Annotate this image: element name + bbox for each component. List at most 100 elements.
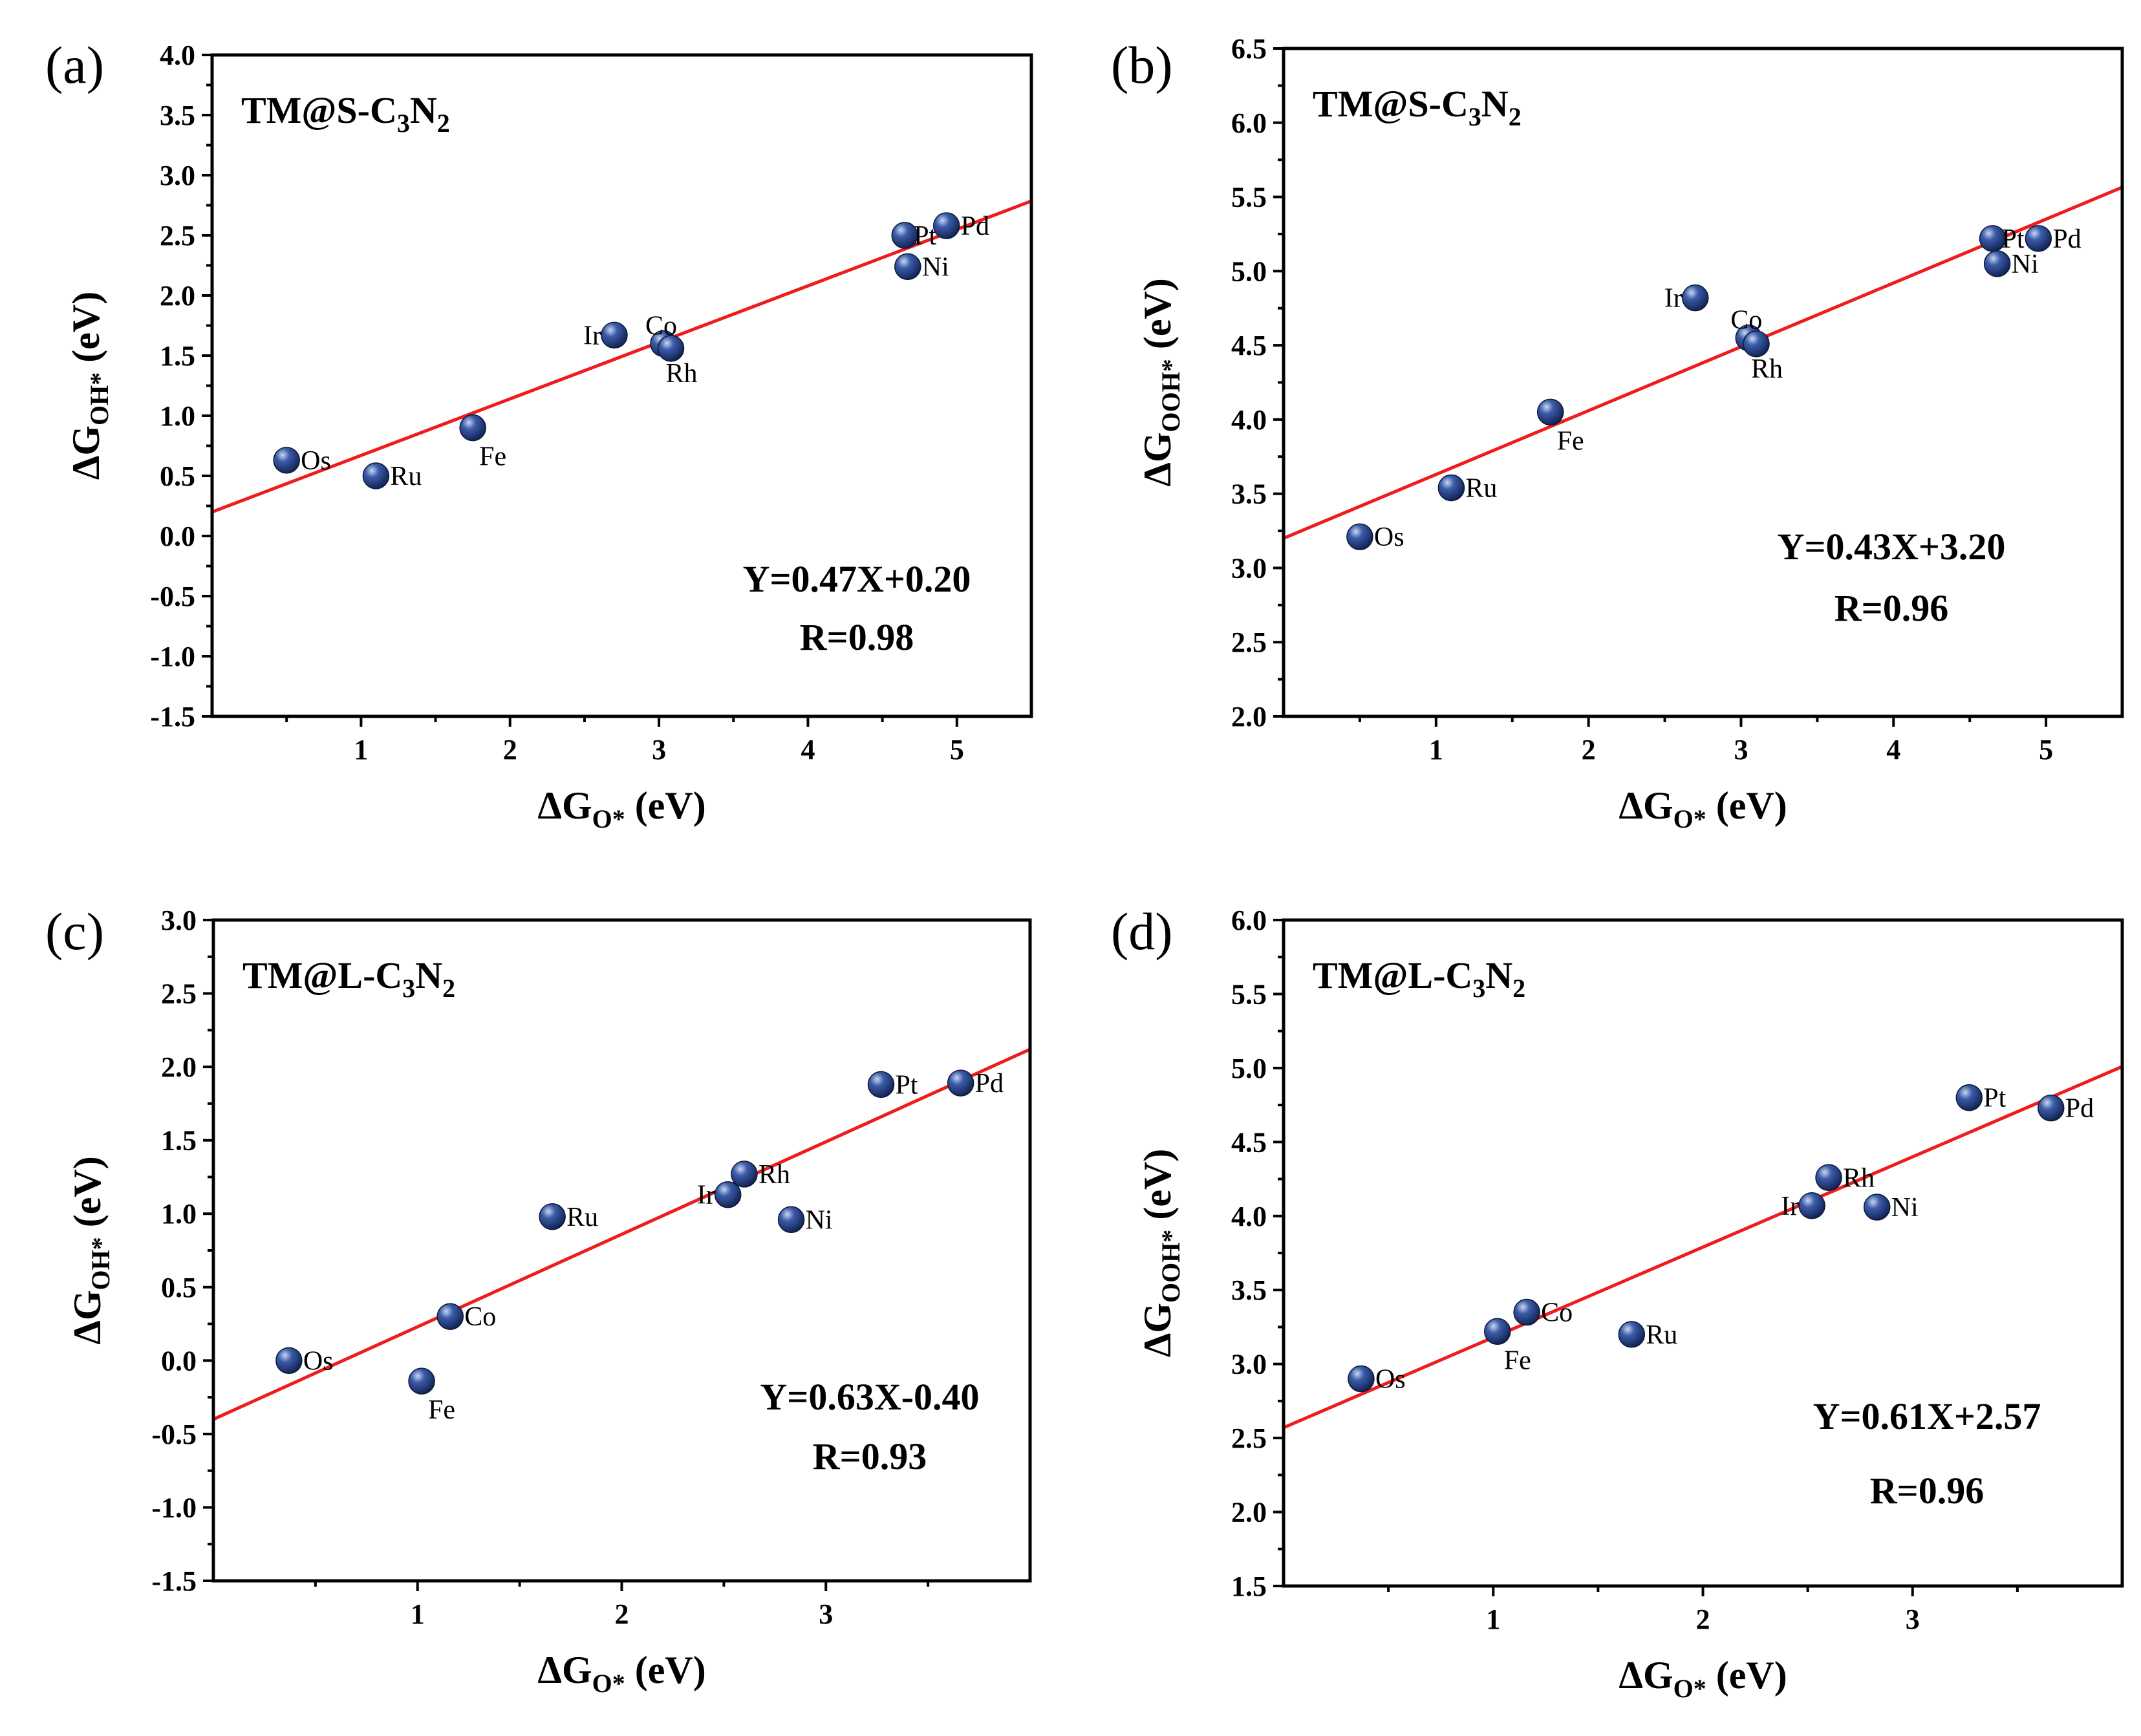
y-axis-label: ΔGOH* (eV) [65,292,114,480]
system-label: TM@L-C3N2 [1313,954,1525,1003]
x-tick-label: 3 [1906,1603,1920,1635]
data-point-os [1346,523,1373,550]
point-label-pt: Pt [1983,1084,2006,1113]
point-label-pd: Pd [2052,224,2081,254]
point-label-pt: Pt [896,1070,918,1100]
panel-d: 1.5 2.0 2.5 3.0 3.5 4.0 4.5 5.0 5.5 6.0 1 2 3 ΔGO* (e… [1111,902,2124,1703]
y-tick-label: 3.5 [160,100,195,131]
x-axis-label: ΔGO* (eV) [1619,1654,1787,1703]
data-point-pd [947,1069,974,1097]
data-point-os [273,447,300,474]
y-tick-label: 4.5 [1231,330,1267,361]
y-tick-label: 6.0 [1231,905,1267,936]
panel-a: -1.5 -1.0 -0.5 0.0 0.5 1.0 1.5 2.0 2.5 3.0 3.5 4.0 1… [45,36,1033,833]
y-tick-label: 1.0 [160,400,195,432]
panel-c: -1.5 -1.0 -0.5 0.0 0.5 1.0 1.5 2.0 2.5 3.0 1 2 3 ΔGO*… [45,902,1032,1698]
point-label-ir: Ir [1781,1192,1799,1221]
data-point-fe [1483,1318,1511,1345]
data-point-os [1348,1365,1375,1393]
fit-equation: Y=0.61X+2.57 [1813,1395,2041,1437]
x-tick-label: 1 [411,1598,425,1630]
data-point-rh [1743,330,1770,358]
point-label-ni: Ni [1891,1193,1919,1223]
data-point-ru [1437,474,1465,502]
x-tick-label: 2 [1582,734,1596,766]
plot-frame [211,918,1032,1583]
x-tick-label: 3 [1734,734,1748,766]
x-tick-label: 1 [1486,1603,1500,1635]
y-tick-label: -1.5 [151,1565,197,1597]
point-label-pd: Pd [975,1069,1004,1098]
panel-b: 2.0 2.5 3.0 3.5 4.0 4.5 5.0 5.5 6.0 6.5 1 2 3 4 5 ΔGO* … [1111,33,2124,833]
data-point-fe [1536,398,1564,426]
data-point-co [1513,1298,1540,1326]
y-tick-label: 5.0 [1231,1053,1267,1084]
data-point-fe [408,1367,435,1395]
x-axis-label: ΔGO* (eV) [537,784,705,833]
data-point-pt [867,1071,895,1098]
plot-frame [1282,918,2124,1588]
fit-equation: Y=0.43X+3.20 [1778,526,2006,568]
y-axis-label: ΔGOH* (eV) [66,1156,115,1344]
y-tick-label: 3.0 [1231,552,1267,584]
data-point-os [275,1347,303,1375]
y-tick-label: 3.0 [161,905,197,936]
data-point-ir [1681,284,1709,312]
point-label-os: Os [1375,1365,1406,1395]
y-tick-label: 6.5 [1231,33,1267,65]
data-point-pt [1955,1084,1983,1111]
data-point-ir [714,1181,742,1208]
fit-r-value: R=0.96 [1834,587,1948,629]
x-axis-label: ΔGO* (eV) [537,1649,705,1698]
system-label: TM@L-C3N2 [242,954,455,1003]
x-tick-label: 2 [615,1598,629,1630]
data-point-ni [777,1206,805,1234]
point-label-fe: Fe [479,442,506,472]
data-point-ir [1798,1192,1825,1219]
data-point-fe [459,414,486,442]
point-label-ir: Ir [583,321,601,350]
y-tick-label: -0.5 [150,581,195,612]
data-point-co [436,1303,464,1330]
y-tick-label: 4.0 [1231,1201,1267,1232]
y-tick-label: -1.0 [150,641,195,672]
y-tick-label: 5.5 [1231,978,1267,1010]
point-label-os: Os [301,446,331,476]
y-tick-label: 0.0 [161,1345,197,1377]
x-tick-label: 3 [819,1598,833,1630]
fit-equation: Y=0.47X+0.20 [743,558,971,600]
data-point-ru [539,1203,566,1230]
plot-frame [1282,47,2124,718]
data-point-ir [601,321,628,349]
x-tick-label: 5 [2039,734,2053,766]
point-label-ru: Ru [1465,473,1497,503]
fit-equation: Y=0.63X-0.40 [760,1376,979,1418]
y-axis-label: ΔGOOH* (eV) [1136,278,1185,487]
point-label-co: Co [464,1302,496,1332]
y-tick-label: 2.0 [1231,1497,1267,1528]
y-tick-label: 0.5 [160,460,195,492]
x-tick-label: 5 [950,734,964,766]
x-tick-label: 1 [354,734,368,766]
fit-line [1284,1065,2122,1430]
y-tick-label: 1.0 [161,1198,197,1230]
y-tick-label: 4.0 [160,39,195,71]
point-label-ni: Ni [806,1205,833,1235]
x-tick-label: 4 [801,734,815,766]
y-tick-label: 3.5 [1231,1274,1267,1306]
y-tick-label: 2.0 [161,1051,197,1083]
data-point-rh [731,1161,758,1188]
data-point-rh [657,335,685,362]
y-tick-label: 4.0 [1231,404,1267,436]
y-tick-label: 0.5 [161,1272,197,1303]
point-label-rh: Rh [666,359,698,389]
data-point-rh [1815,1164,1842,1192]
data-point-ni [894,253,921,281]
y-tick-label: 5.5 [1231,182,1267,213]
point-label-ru: Ru [390,462,422,491]
data-point-ni [1863,1194,1891,1221]
data-point-pd [932,212,960,239]
y-tick-label: -1.5 [150,701,195,733]
point-label-rh: Rh [1843,1163,1875,1193]
x-tick-label: 4 [1886,734,1900,766]
